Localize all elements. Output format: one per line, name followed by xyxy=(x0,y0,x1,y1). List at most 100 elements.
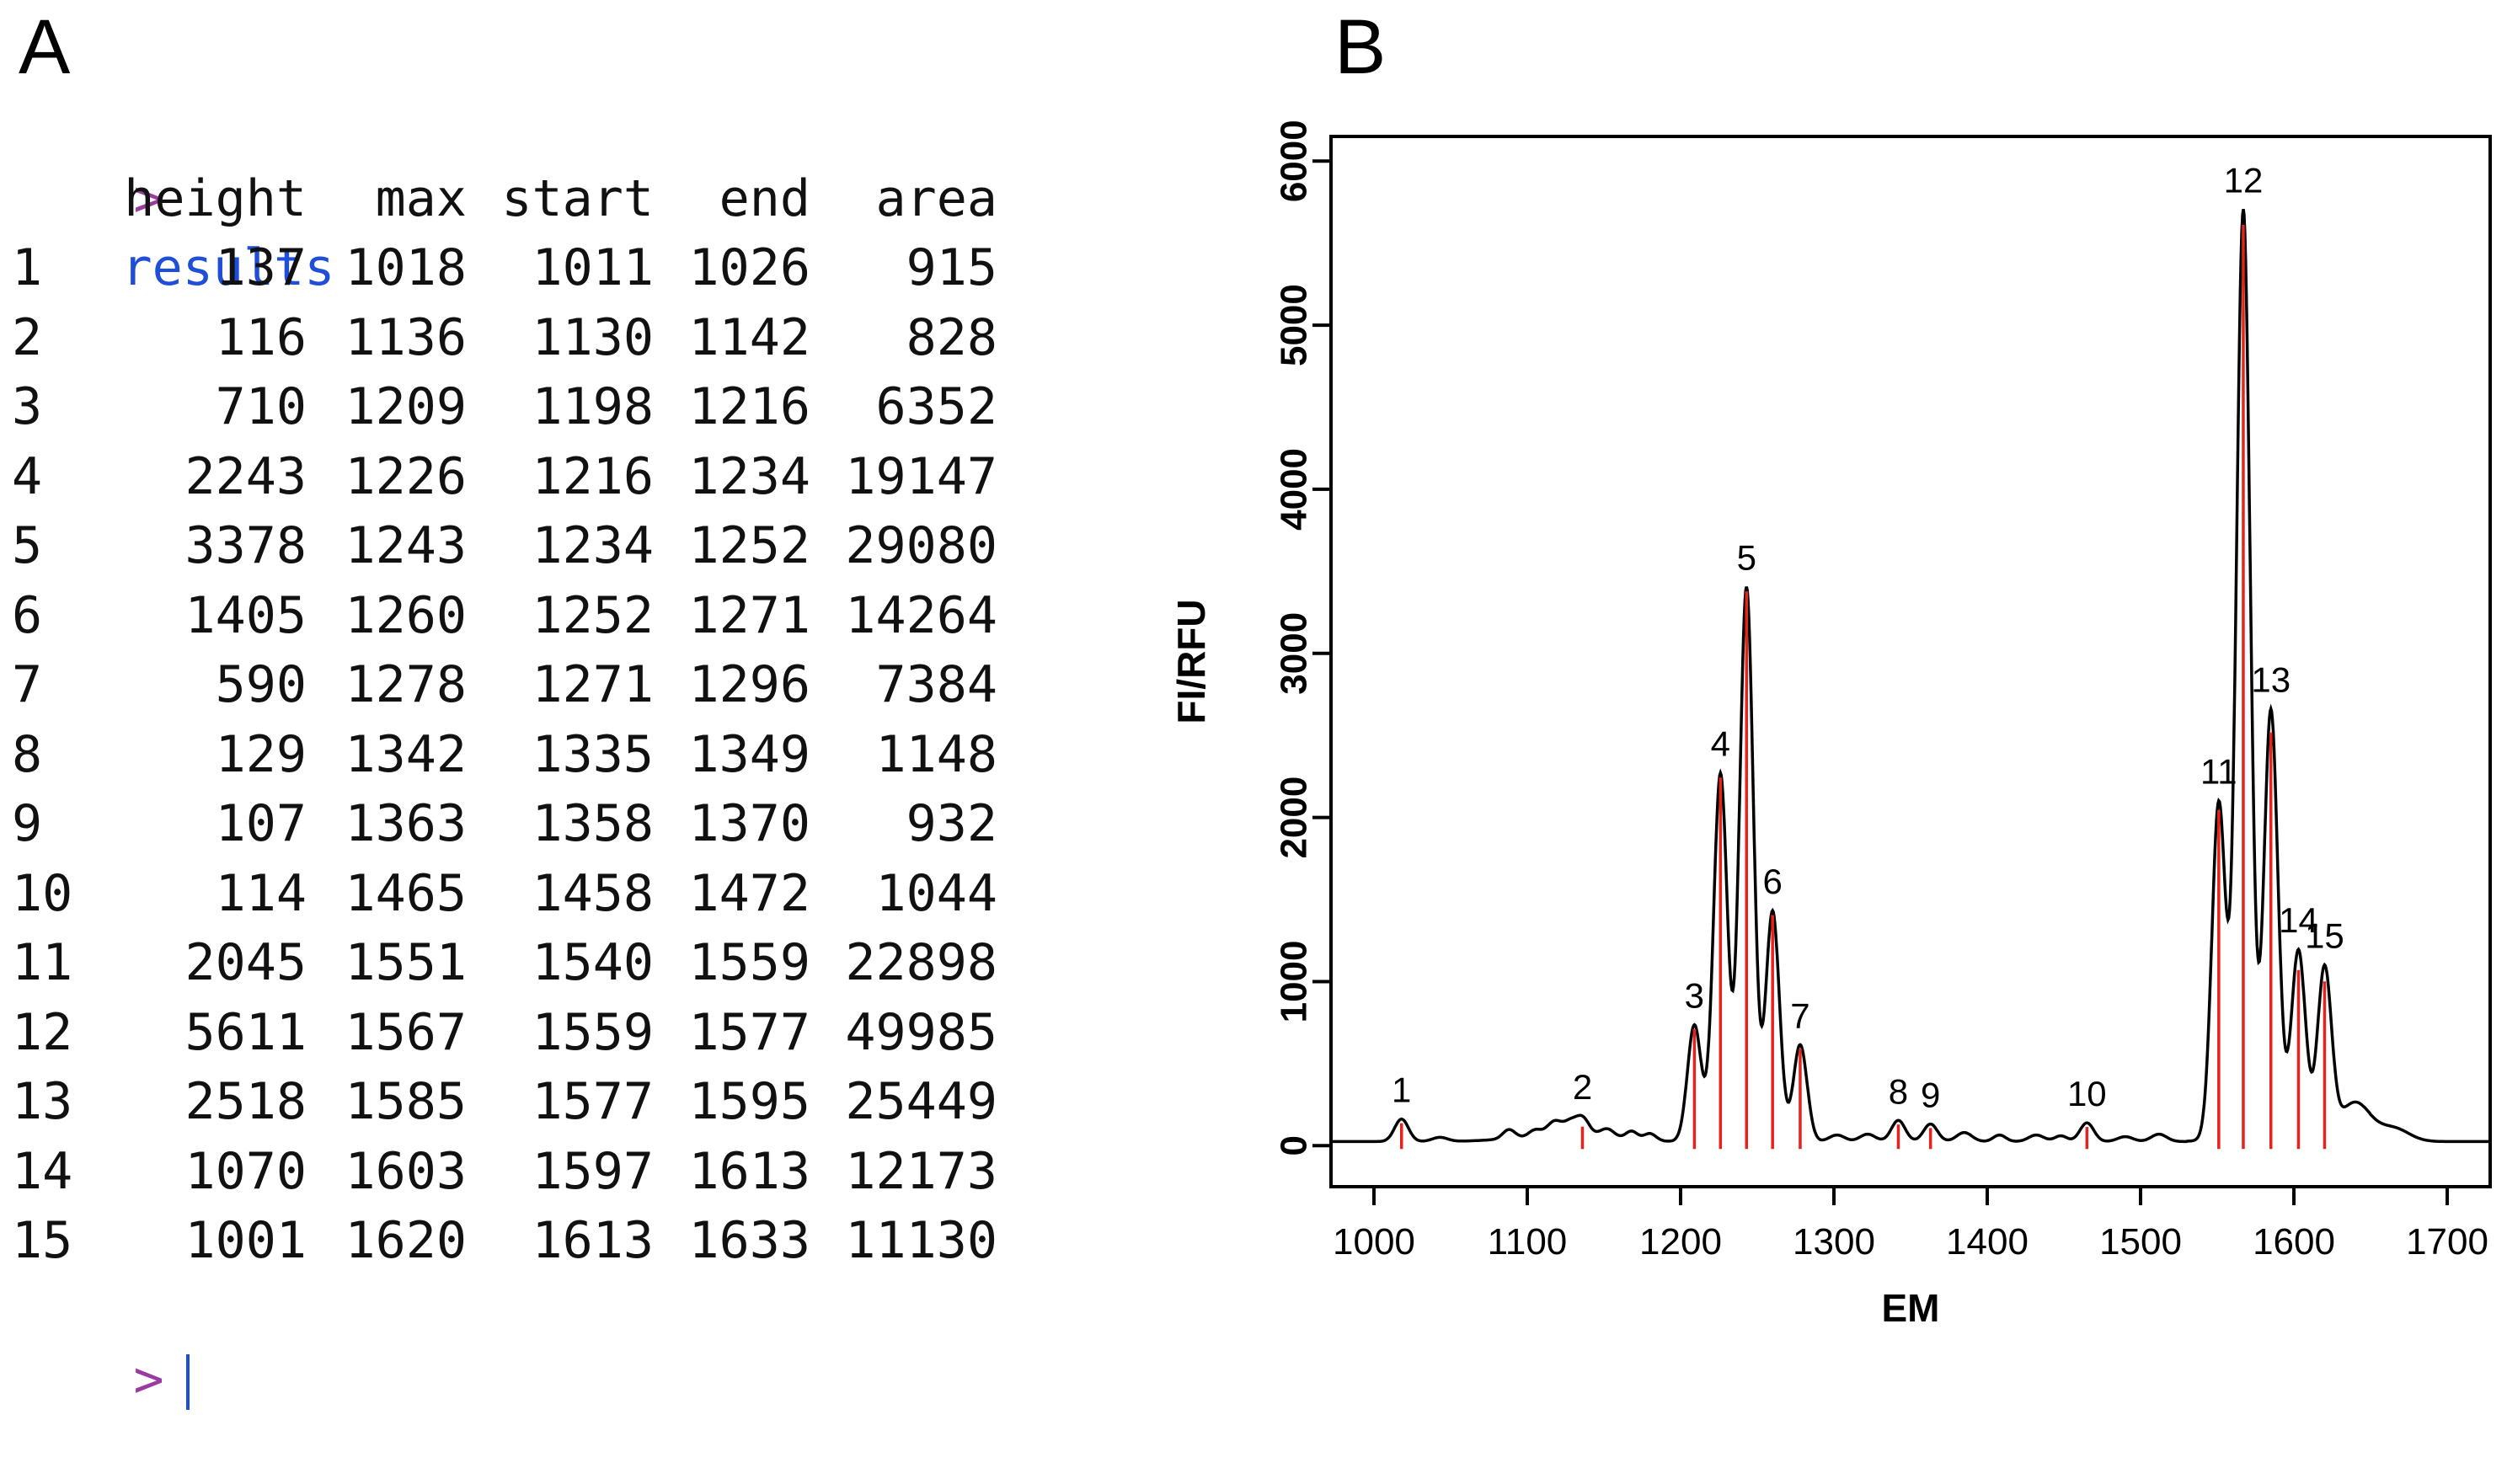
table-cell: 1613 xyxy=(532,1211,655,1270)
table-cell: 1595 xyxy=(688,1072,811,1131)
peak-label: 1 xyxy=(1392,1070,1411,1110)
table-cell: end xyxy=(719,168,810,228)
table-cell: 22898 xyxy=(845,933,997,992)
table-row: 7 590 1278 1271 1296 7384 xyxy=(0,650,997,720)
table-cell: 1001 xyxy=(184,1211,307,1270)
signal-trace xyxy=(1331,209,2490,1144)
console-command-line: > results xyxy=(0,94,997,298)
x-tick-label: 1600 xyxy=(2253,1221,2335,1262)
table-row: 8 129 1342 1335 1349 1148 xyxy=(0,720,997,790)
row-index: 11 xyxy=(12,933,73,992)
y-axis-label: FI/RFU xyxy=(1169,599,1213,723)
table-cell: 1551 xyxy=(345,933,468,992)
table-cell: 116 xyxy=(215,307,307,367)
table-cell: 1148 xyxy=(875,724,998,784)
table-cell: 1349 xyxy=(688,724,811,784)
console-prompt-active: > xyxy=(133,1350,164,1409)
peak-label: 9 xyxy=(1921,1076,1940,1115)
table-cell: 1577 xyxy=(532,1072,655,1131)
table-cell: 1405 xyxy=(184,585,307,645)
peak-label: 10 xyxy=(2067,1074,2107,1113)
peak-label: 14 xyxy=(2279,900,2318,940)
peak-label: 3 xyxy=(1685,976,1704,1016)
x-tick-label: 1200 xyxy=(1639,1221,1722,1262)
table-cell: 1559 xyxy=(688,933,811,992)
table-cell: 1260 xyxy=(345,585,468,645)
table-cell: 14264 xyxy=(845,585,997,645)
table-cell: 828 xyxy=(906,307,997,367)
console-command: results xyxy=(121,238,335,297)
table-cell: 1613 xyxy=(688,1141,811,1201)
table-row: 14 1070 1603 1597 1613 12173 xyxy=(0,1137,997,1207)
table-cell: 3378 xyxy=(184,516,307,575)
table-row: 4 2243 1226 1216 1234 19147 xyxy=(0,442,997,512)
table-cell: 1472 xyxy=(688,863,811,923)
table-cell: 1271 xyxy=(688,585,811,645)
results-table: height max start end area 1 137 1018 1011 1026 915… xyxy=(0,164,997,1276)
table-cell: 710 xyxy=(215,377,307,436)
y-tick-label: 1000 xyxy=(1274,941,1315,1023)
table-cell: 25449 xyxy=(845,1072,997,1131)
peak-label: 11 xyxy=(2200,752,2237,792)
table-cell: 129 xyxy=(215,724,307,784)
row-index: 1 xyxy=(12,238,43,297)
table-cell: 1342 xyxy=(345,724,468,784)
row-index: 8 xyxy=(12,724,43,784)
r-console[interactable]: > results height max start end area 1 137 1018 1… xyxy=(0,94,997,1411)
plot-frame xyxy=(1329,135,2492,1188)
table-cell: 2045 xyxy=(184,933,307,992)
row-index: 14 xyxy=(12,1141,73,1201)
table-cell: 107 xyxy=(215,794,307,853)
table-cell: 1209 xyxy=(345,377,468,436)
x-tick-label: 1700 xyxy=(2406,1221,2488,1262)
table-cell: 2518 xyxy=(184,1072,307,1131)
table-cell: 6352 xyxy=(875,377,998,436)
peak-label: 2 xyxy=(1573,1067,1592,1107)
table-cell: max xyxy=(375,168,467,228)
x-tick-label: 1100 xyxy=(1488,1221,1568,1262)
table-row: 15 1001 1620 1613 1633 11130 xyxy=(0,1206,997,1276)
table-cell: 1136 xyxy=(345,307,468,367)
peak-label: 15 xyxy=(2305,916,2344,956)
table-cell: 1198 xyxy=(532,377,655,436)
table-cell: 1540 xyxy=(532,933,655,992)
table-cell: start xyxy=(501,168,654,228)
table-cell: 11130 xyxy=(845,1211,997,1270)
table-cell: 1234 xyxy=(688,446,811,506)
table-cell: 7384 xyxy=(875,655,998,714)
table-cell: 590 xyxy=(215,655,307,714)
table-cell: 1585 xyxy=(345,1072,468,1131)
table-cell: 1620 xyxy=(345,1211,468,1270)
table-row: 2 116 1136 1130 1142 828 xyxy=(0,303,997,373)
console-prompt: > xyxy=(133,168,164,228)
table-cell: area xyxy=(875,168,998,228)
table-cell: 1465 xyxy=(345,863,468,923)
peak-label: 5 xyxy=(1737,538,1756,578)
chromatogram-chart: 1000 1100 1200 1300 1400 1500 1600 1700 0 1000 200… xyxy=(1169,120,2492,1330)
table-cell: 19147 xyxy=(845,446,997,506)
table-cell: 1296 xyxy=(688,655,811,714)
table-cell: 29080 xyxy=(845,516,997,575)
table-cell: 1234 xyxy=(532,516,655,575)
table-row: 6 1405 1260 1252 1271 14264 xyxy=(0,581,997,651)
panel-label-a: A xyxy=(19,4,71,90)
peak-label: 7 xyxy=(1790,996,1809,1035)
console-input-line[interactable]: > xyxy=(0,1276,997,1411)
panel-label-b: B xyxy=(1334,4,1387,90)
table-cell: 1130 xyxy=(532,307,655,367)
peak-label: 13 xyxy=(2251,660,2291,700)
table-cell: 1216 xyxy=(688,377,811,436)
table-cell: 1216 xyxy=(532,446,655,506)
table-cell: 1252 xyxy=(688,516,811,575)
x-axis-label: EM xyxy=(1882,1286,1940,1330)
table-cell: 1018 xyxy=(345,238,468,297)
table-cell: 2243 xyxy=(184,446,307,506)
y-tick-label: 5000 xyxy=(1274,284,1315,366)
peak-label: 12 xyxy=(2224,160,2264,200)
text-cursor xyxy=(185,1354,190,1411)
row-index: 7 xyxy=(12,655,43,714)
table-cell: 49985 xyxy=(845,1002,997,1062)
table-cell: height xyxy=(124,168,307,228)
table-row: 12 5611 1567 1559 1577 49985 xyxy=(0,998,997,1068)
x-tick-label: 1300 xyxy=(1793,1221,1875,1262)
